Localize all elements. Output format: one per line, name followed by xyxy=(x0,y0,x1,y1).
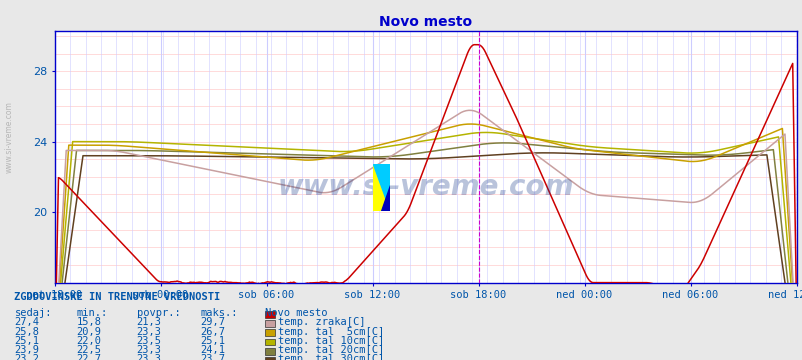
Text: www.si-vreme.com: www.si-vreme.com xyxy=(277,173,573,201)
Title: Novo mesto: Novo mesto xyxy=(379,15,472,30)
Text: 23,5: 23,5 xyxy=(136,336,161,346)
FancyBboxPatch shape xyxy=(265,329,274,336)
Text: temp. tal 30cm[C]: temp. tal 30cm[C] xyxy=(277,354,383,360)
Text: temp. zraka[C]: temp. zraka[C] xyxy=(277,318,365,327)
Text: 23,2: 23,2 xyxy=(14,354,39,360)
Text: 21,3: 21,3 xyxy=(136,318,161,327)
Polygon shape xyxy=(372,164,390,211)
Text: 23,3: 23,3 xyxy=(136,327,161,337)
Text: 29,7: 29,7 xyxy=(200,318,225,327)
Text: 26,7: 26,7 xyxy=(200,327,225,337)
Text: 25,1: 25,1 xyxy=(200,336,225,346)
Text: 25,8: 25,8 xyxy=(14,327,39,337)
FancyBboxPatch shape xyxy=(265,348,274,355)
Text: povpr.:: povpr.: xyxy=(136,308,180,318)
FancyBboxPatch shape xyxy=(265,357,274,360)
Polygon shape xyxy=(372,164,390,211)
Text: 27,4: 27,4 xyxy=(14,318,39,327)
Text: temp. tal  5cm[C]: temp. tal 5cm[C] xyxy=(277,327,383,337)
Text: 22,5: 22,5 xyxy=(76,345,101,355)
Text: www.si-vreme.com: www.si-vreme.com xyxy=(5,101,14,173)
Text: min.:: min.: xyxy=(76,308,107,318)
Text: 25,1: 25,1 xyxy=(14,336,39,346)
Text: 23,7: 23,7 xyxy=(200,354,225,360)
Text: 23,9: 23,9 xyxy=(14,345,39,355)
Text: 22,7: 22,7 xyxy=(76,354,101,360)
Text: 24,1: 24,1 xyxy=(200,345,225,355)
Text: 23,3: 23,3 xyxy=(136,354,161,360)
FancyBboxPatch shape xyxy=(265,311,274,318)
Text: 23,3: 23,3 xyxy=(136,345,161,355)
Text: 22,0: 22,0 xyxy=(76,336,101,346)
Text: temp. tal 20cm[C]: temp. tal 20cm[C] xyxy=(277,345,383,355)
Polygon shape xyxy=(380,185,390,211)
Text: ZGODOVINSKE IN TRENUTNE VREDNOSTI: ZGODOVINSKE IN TRENUTNE VREDNOSTI xyxy=(14,292,221,302)
Text: 15,8: 15,8 xyxy=(76,318,101,327)
Text: temp. tal 10cm[C]: temp. tal 10cm[C] xyxy=(277,336,383,346)
Text: 20,9: 20,9 xyxy=(76,327,101,337)
Text: Novo mesto: Novo mesto xyxy=(265,308,327,318)
FancyBboxPatch shape xyxy=(265,320,274,327)
FancyBboxPatch shape xyxy=(265,338,274,345)
Text: maks.:: maks.: xyxy=(200,308,238,318)
Text: sedaj:: sedaj: xyxy=(14,308,52,318)
